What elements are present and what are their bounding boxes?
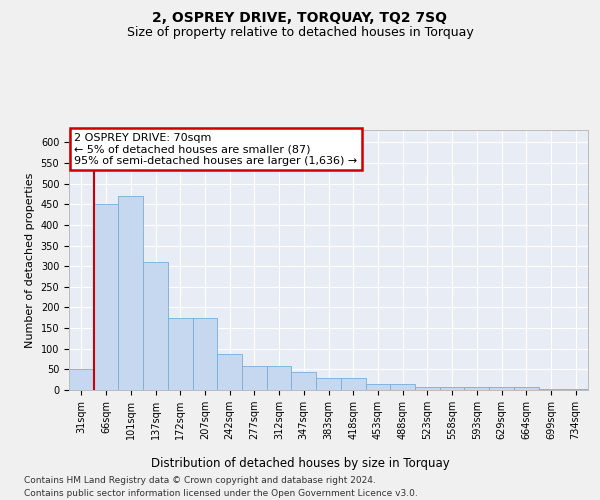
Bar — [118, 196, 143, 390]
Bar — [390, 384, 415, 390]
Text: Distribution of detached houses by size in Torquay: Distribution of detached houses by size … — [151, 458, 449, 470]
Bar — [69, 368, 94, 390]
Text: Contains HM Land Registry data © Crown copyright and database right 2024.: Contains HM Land Registry data © Crown c… — [24, 476, 376, 485]
Bar — [217, 354, 242, 390]
Text: 2, OSPREY DRIVE, TORQUAY, TQ2 7SQ: 2, OSPREY DRIVE, TORQUAY, TQ2 7SQ — [152, 11, 448, 25]
Bar — [514, 386, 539, 390]
Y-axis label: Number of detached properties: Number of detached properties — [25, 172, 35, 348]
Bar — [292, 372, 316, 390]
Bar — [168, 318, 193, 390]
Text: Contains public sector information licensed under the Open Government Licence v3: Contains public sector information licen… — [24, 489, 418, 498]
Bar — [563, 389, 588, 390]
Bar — [365, 384, 390, 390]
Bar — [193, 318, 217, 390]
Text: Size of property relative to detached houses in Torquay: Size of property relative to detached ho… — [127, 26, 473, 39]
Bar — [489, 386, 514, 390]
Bar — [94, 204, 118, 390]
Bar — [267, 366, 292, 390]
Bar — [415, 386, 440, 390]
Bar — [539, 389, 563, 390]
Bar — [440, 386, 464, 390]
Bar — [143, 262, 168, 390]
Bar — [242, 366, 267, 390]
Text: 2 OSPREY DRIVE: 70sqm
← 5% of detached houses are smaller (87)
95% of semi-detac: 2 OSPREY DRIVE: 70sqm ← 5% of detached h… — [74, 132, 358, 166]
Bar — [464, 386, 489, 390]
Bar — [341, 378, 365, 390]
Bar — [316, 378, 341, 390]
